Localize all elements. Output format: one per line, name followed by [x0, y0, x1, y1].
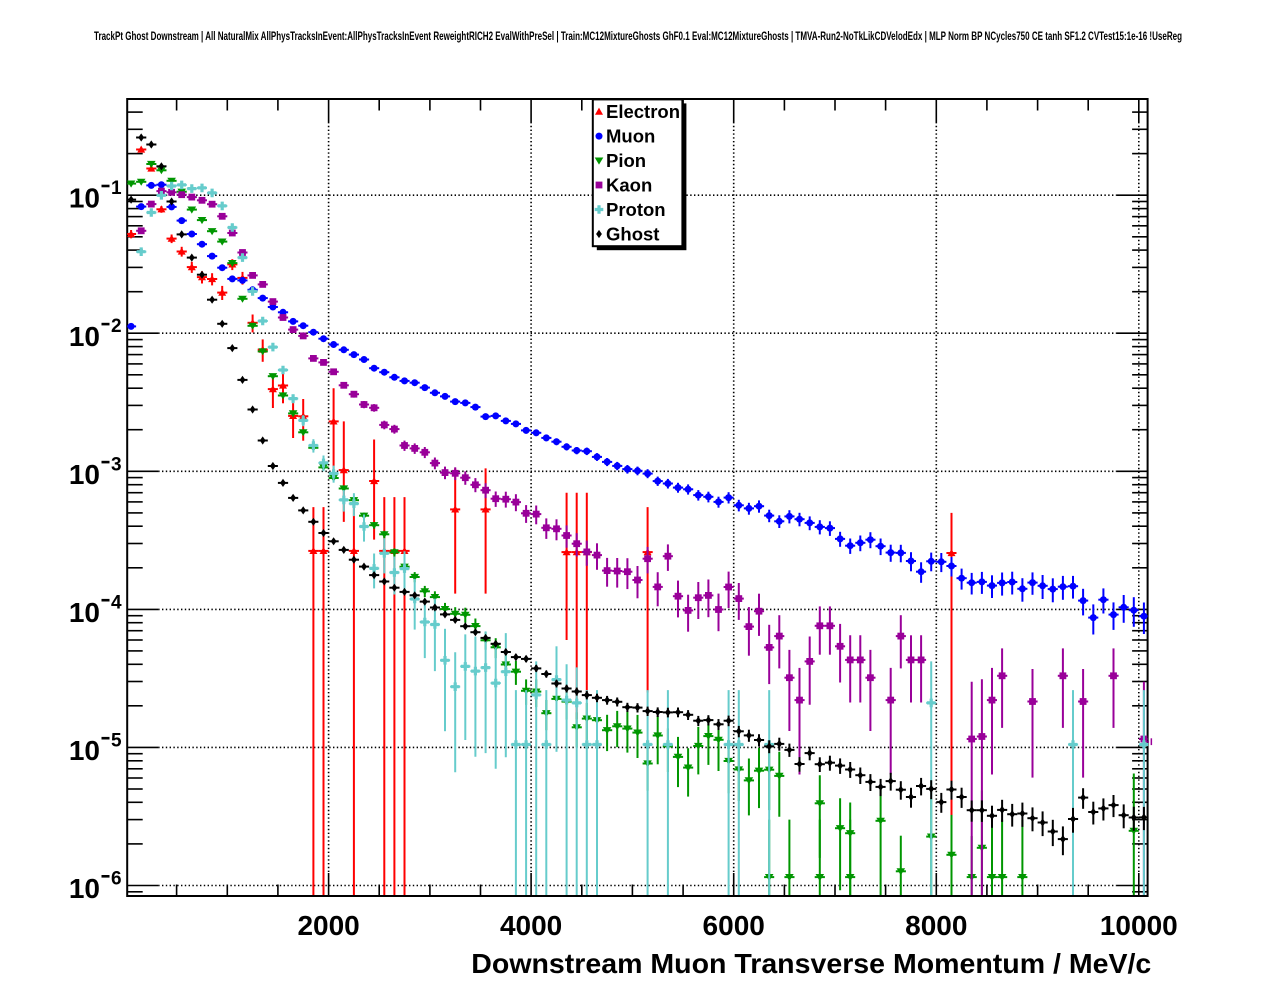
svg-text:TrackPt Ghost Downstream | All: TrackPt Ghost Downstream | All NaturalMi…: [94, 29, 1182, 43]
svg-text:4: 4: [111, 592, 122, 613]
svg-text:4000: 4000: [500, 910, 562, 941]
svg-text:Muon: Muon: [606, 126, 655, 147]
svg-text:1: 1: [111, 178, 122, 199]
svg-text:Kaon: Kaon: [606, 175, 652, 196]
svg-text:Electron: Electron: [606, 101, 680, 122]
svg-text:6: 6: [111, 869, 122, 890]
svg-text:10: 10: [69, 735, 100, 766]
svg-text:2: 2: [111, 316, 122, 337]
svg-text:2000: 2000: [297, 910, 359, 941]
svg-text:Ghost: Ghost: [606, 224, 659, 245]
svg-text:10: 10: [69, 321, 100, 352]
svg-text:5: 5: [111, 730, 122, 751]
svg-text:Pion: Pion: [606, 150, 646, 171]
svg-text:Proton: Proton: [606, 199, 666, 220]
svg-text:10: 10: [69, 597, 100, 628]
svg-text:10: 10: [69, 183, 100, 214]
svg-text:10: 10: [69, 459, 100, 490]
svg-text:10000: 10000: [1100, 910, 1178, 941]
svg-text:10: 10: [69, 873, 100, 904]
svg-text:8000: 8000: [905, 910, 967, 941]
svg-text:3: 3: [111, 454, 122, 475]
svg-text:Downstream Muon Transverse Mom: Downstream Muon Transverse Momentum / Me…: [471, 948, 1151, 979]
svg-text:6000: 6000: [703, 910, 765, 941]
